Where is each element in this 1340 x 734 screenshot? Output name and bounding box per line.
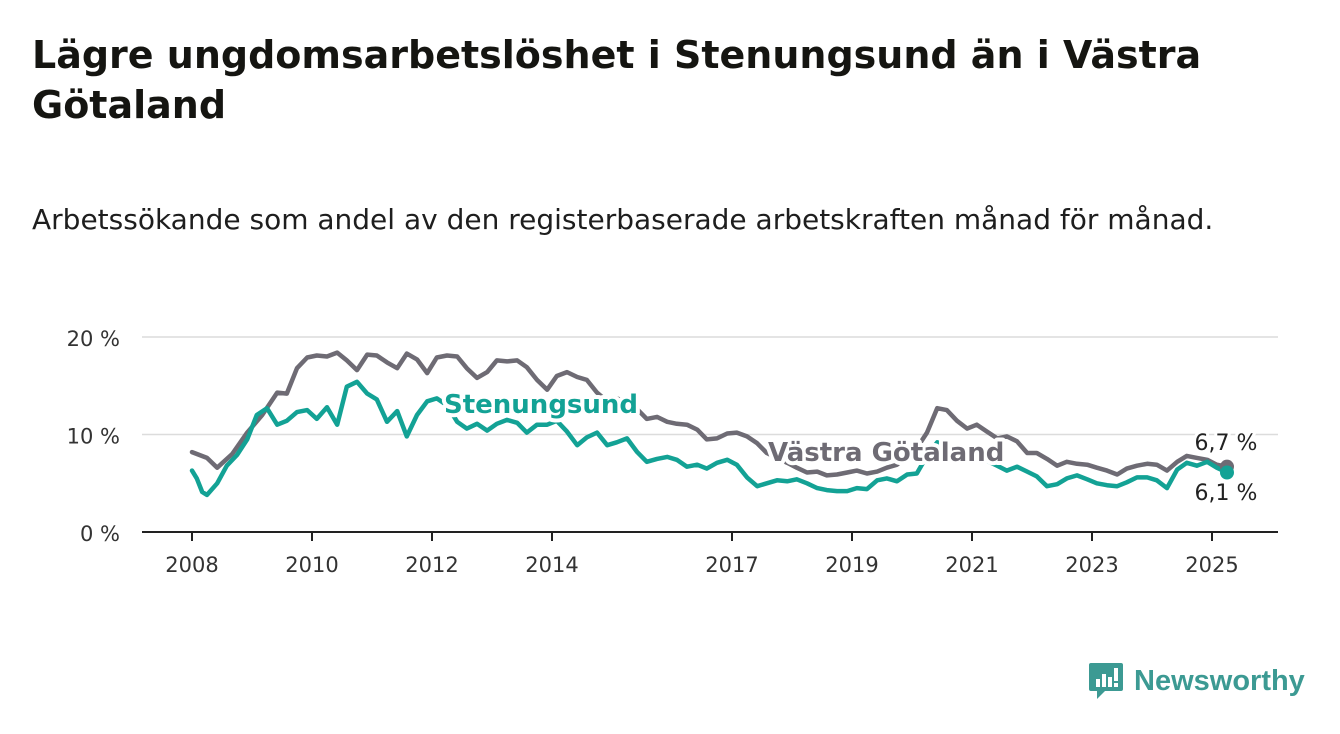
x-tick-label: 2008 xyxy=(165,553,218,577)
newsworthy-logo-icon xyxy=(1089,663,1123,699)
x-tick-label: 2012 xyxy=(405,553,458,577)
series-line-vastra-gotaland xyxy=(189,350,1230,478)
series-lines xyxy=(189,350,1234,498)
y-tick-label: 20 % xyxy=(67,327,120,351)
brand: Newsworthy xyxy=(1088,660,1305,702)
x-tick-label: 2017 xyxy=(705,553,758,577)
end-point-stenungsund xyxy=(1220,465,1234,480)
chart-subtitle: Arbetssökande som andel av den registerb… xyxy=(32,203,1214,236)
x-tick-label: 2014 xyxy=(525,553,578,577)
series-line-stenungsund xyxy=(189,379,1230,498)
grid-lines xyxy=(142,336,1278,436)
x-tick-label: 2019 xyxy=(825,553,878,577)
brand-name: Newsworthy xyxy=(1134,664,1305,697)
x-tick-label: 2025 xyxy=(1185,553,1238,577)
chart-title: Lägre ungdomsarbetslöshet i Stenungsund … xyxy=(32,33,1202,127)
series-label-vastra-gotaland: Västra Götaland xyxy=(768,438,1004,468)
series-label-stenungsund: Stenungsund xyxy=(444,390,638,420)
x-tick-label: 2021 xyxy=(945,553,998,577)
end-label-vastra-gotaland: 6,7 % xyxy=(1195,431,1258,456)
y-tick-label: 10 % xyxy=(67,425,120,449)
line-chart: 0 % 10 % 20 % 2008 2010 2012 2014 2017 2019 2021 2… xyxy=(67,327,1278,577)
axes: 0 % 10 % 20 % 2008 2010 2012 2014 2017 2019 2021 2… xyxy=(67,327,1278,577)
y-tick-label: 0 % xyxy=(80,522,120,546)
end-label-stenungsund: 6,1 % xyxy=(1195,481,1258,506)
series-labels: Stenungsund Västra Götaland 6,7 % 6,1 % xyxy=(440,386,1260,509)
x-tick-label: 2010 xyxy=(285,553,338,577)
x-tick-label: 2023 xyxy=(1065,553,1118,577)
